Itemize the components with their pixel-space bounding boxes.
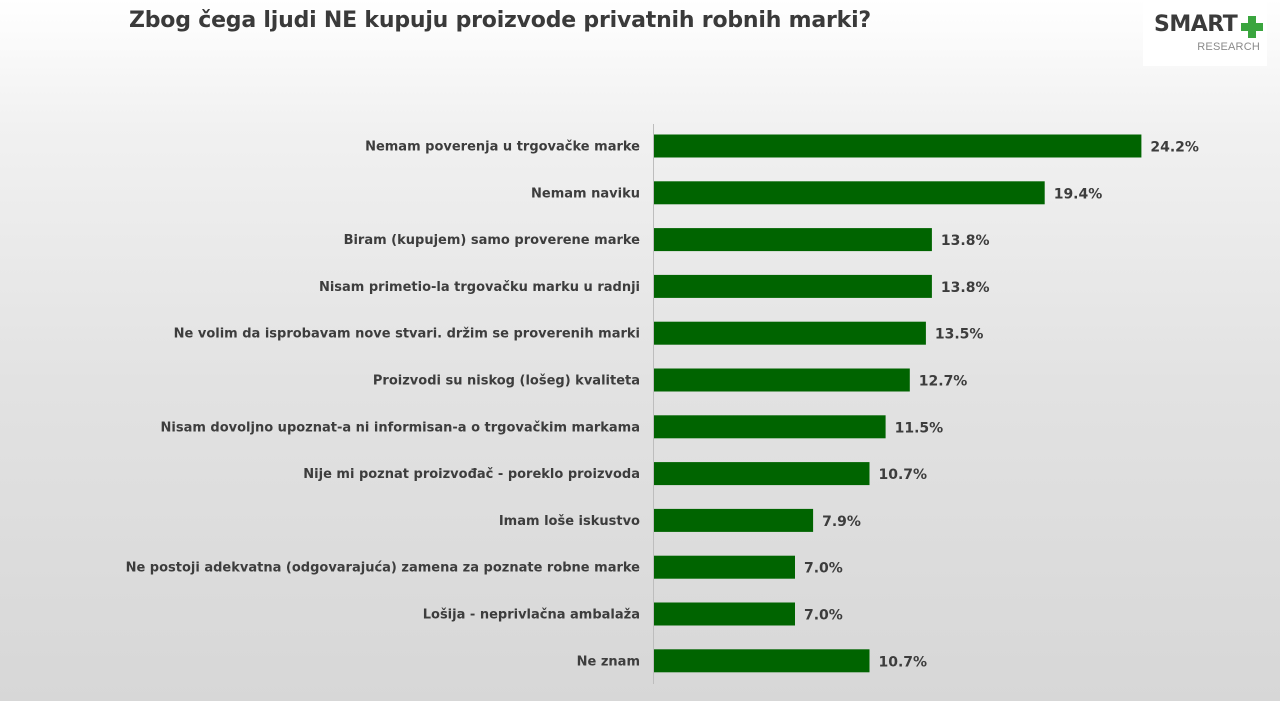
value-label: 7.0%: [804, 608, 843, 624]
bar: [654, 415, 886, 439]
category-label: Nisam dovoljno upoznat-a ni informisan-a…: [161, 420, 641, 435]
category-label: Ne znam: [577, 654, 640, 669]
logo-wordmark: SMART: [1154, 12, 1238, 37]
chart-title: Zbog čega ljudi NE kupuju proizvode priv…: [129, 8, 871, 33]
bar: [654, 181, 1045, 205]
value-label: 13.5%: [935, 327, 984, 343]
smart-research-logo: SMART RESEARCH: [1143, 2, 1267, 66]
bar: [654, 368, 910, 392]
category-label: Nisam primetio-la trgovačku marku u radn…: [319, 280, 640, 295]
bar: [654, 321, 926, 345]
category-label: Biram (kupujem) samo proverene marke: [344, 233, 641, 248]
value-label: 13.8%: [941, 280, 990, 296]
logo-subtitle: RESEARCH: [1197, 41, 1260, 53]
value-label: 19.4%: [1054, 186, 1103, 202]
bar: [654, 555, 795, 579]
value-label: 12.7%: [919, 374, 968, 390]
bar: [654, 602, 795, 626]
value-label: 7.0%: [804, 561, 843, 577]
bar: [654, 508, 814, 532]
value-label: 24.2%: [1150, 140, 1199, 156]
category-label: Proizvodi su niskog (lošeg) kvaliteta: [373, 374, 640, 389]
bar: [654, 134, 1142, 158]
value-label: 7.9%: [822, 514, 861, 530]
category-label: Nemam naviku: [531, 186, 640, 201]
value-label: 11.5%: [895, 420, 944, 436]
bar: [654, 228, 932, 252]
bar: [654, 462, 870, 486]
value-label: 10.7%: [878, 467, 927, 483]
category-label: Nemam poverenja u trgovačke marke: [365, 140, 640, 155]
bar: [654, 274, 932, 298]
category-label: Ne postoji adekvatna (odgovarajuća) zame…: [126, 561, 641, 576]
plus-icon: [1241, 16, 1263, 38]
category-label: Lošija - neprivlačna ambalaža: [423, 608, 640, 623]
category-label: Nije mi poznat proizvođač - poreklo proi…: [303, 467, 640, 482]
category-label: Imam loše iskustvo: [499, 514, 640, 529]
category-label: Ne volim da isprobavam nove stvari. drži…: [174, 327, 640, 342]
value-label: 10.7%: [878, 654, 927, 670]
bar: [654, 649, 870, 673]
value-label: 13.8%: [941, 233, 990, 249]
